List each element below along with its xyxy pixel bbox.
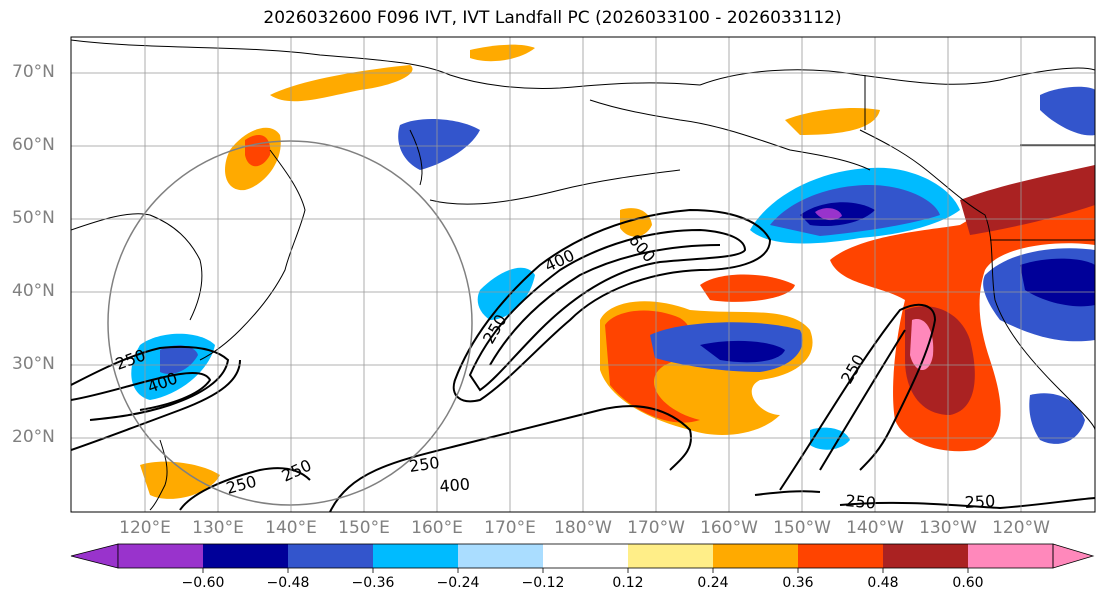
colorbar-segment [373, 544, 458, 568]
lon-label: 130°W [919, 518, 977, 538]
ivt-shading [131, 44, 1095, 499]
colorbar-segment [713, 544, 798, 568]
coastlines [71, 39, 1095, 511]
lat-label: 20°N [12, 427, 55, 447]
lon-label: 160°W [700, 518, 758, 538]
region-circle [107, 140, 473, 506]
lon-label: 150°W [773, 518, 831, 538]
colorbar-tick-label: 0.12 [612, 575, 644, 591]
lat-label: 40°N [12, 281, 55, 301]
lon-label: 160°E [411, 518, 463, 538]
lon-label: 140°W [846, 518, 904, 538]
colorbar-extend-low [70, 543, 119, 569]
colorbar-segment [628, 544, 713, 568]
colorbar-segment [288, 544, 373, 568]
colorbar-tick-label: 0.60 [952, 575, 984, 591]
colorbar-tick-label: 0.48 [867, 575, 899, 591]
contour-label: 250 [964, 491, 995, 512]
colorbar-segment [798, 544, 883, 568]
lon-label: 170°W [627, 518, 685, 538]
lon-label: 120°W [992, 518, 1050, 538]
map-frame [70, 36, 1096, 513]
lon-label: 120°E [119, 518, 171, 538]
map-title: 2026032600 F096 IVT, IVT Landfall PC (20… [263, 8, 842, 28]
colorbar-segment [883, 544, 968, 568]
lon-label: 170°E [484, 518, 536, 538]
lat-label: 70°N [12, 62, 55, 82]
colorbar-tick-label: −0.24 [436, 575, 480, 591]
graticule [71, 37, 1095, 512]
colorbar-tick-label: 0.36 [782, 575, 814, 591]
colorbar [70, 543, 1095, 573]
colorbar-segment [118, 544, 203, 568]
colorbar-segment [458, 544, 543, 568]
ivt-contours [71, 208, 1095, 512]
lon-label: 180°W [554, 518, 612, 538]
colorbar-tick-label: −0.12 [521, 575, 565, 591]
lon-label: 140°E [265, 518, 317, 538]
contour-label: 250 [408, 453, 441, 476]
colorbar-segment [203, 544, 288, 568]
colorbar-tick-label: −0.48 [266, 575, 310, 591]
colorbar-segment [543, 544, 628, 568]
lon-label: 130°E [192, 518, 244, 538]
colorbar-tick-label: 0.24 [697, 575, 729, 591]
lon-label: 150°E [338, 518, 390, 538]
lat-label: 50°N [12, 208, 55, 228]
colorbar-tick-label: −0.36 [351, 575, 395, 591]
contour-label: 250 [845, 491, 877, 513]
lat-label: 60°N [12, 135, 55, 155]
lat-label: 30°N [12, 354, 55, 374]
colorbar-segment [968, 544, 1053, 568]
colorbar-extend-high [1052, 543, 1095, 569]
contour-label: 400 [439, 474, 471, 496]
colorbar-tick-label: −0.60 [181, 575, 225, 591]
